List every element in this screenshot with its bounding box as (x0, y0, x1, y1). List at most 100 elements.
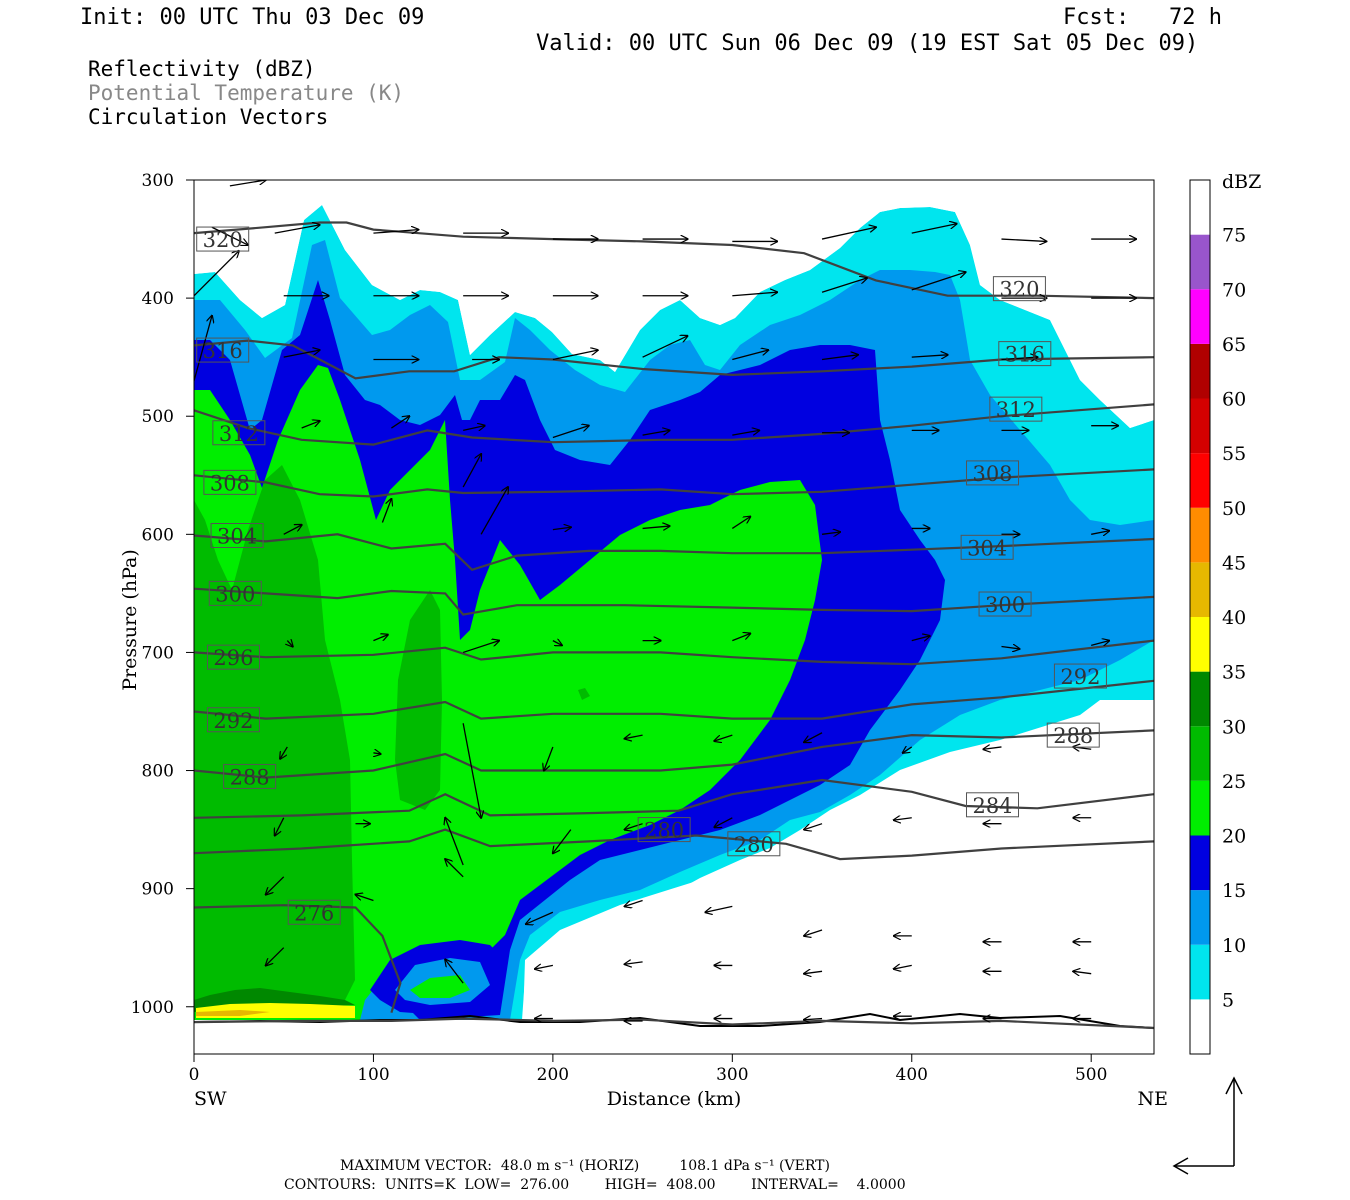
colorbar-segment (1190, 562, 1210, 617)
circulation-vector (911, 355, 948, 357)
colorbar-level: 25 (1222, 771, 1246, 793)
colorbar-unit: dBZ (1222, 171, 1261, 193)
theta-contour-labels: 320 320 316 316 312 312 308 308 304 304 300 300 296 2… (196, 226, 1107, 925)
dbz-colorbar: 5 10 15 20 25 30 35 40 45 50 55 60 65 70 75 (1189, 179, 1246, 1055)
reference-vector-arrows (1172, 1076, 1243, 1175)
circulation-vector (194, 316, 212, 381)
circulation-vector (911, 224, 957, 234)
circulation-vector (625, 899, 643, 906)
theta-label-box (1046, 722, 1100, 748)
circulation-vector (894, 965, 912, 969)
colorbar-level: 35 (1222, 662, 1246, 684)
colorbar-level: 60 (1222, 389, 1246, 411)
circulation-vector (552, 350, 598, 361)
y-axis: 300 400 500 600 700 800 900 1000 (131, 171, 194, 1018)
colorbar-segment (1190, 726, 1210, 781)
colorbar-level: 30 (1222, 716, 1246, 738)
circulation-vector (625, 735, 643, 739)
colorbar-level: 55 (1222, 443, 1246, 465)
refl-40-region (196, 1010, 270, 1016)
y-tick-label: 800 (142, 762, 174, 782)
colorbar-segment (1190, 944, 1210, 1000)
contour-info: CONTOURS: UNITS=K LOW= 276.00 HIGH= 408.… (284, 1177, 906, 1193)
circulation-vector (804, 732, 823, 742)
theta-label-box (998, 341, 1052, 367)
theta-contour-296 (194, 639, 1154, 666)
circulation-vector (625, 823, 643, 830)
circulation-vector (391, 416, 409, 429)
circulation-vector (373, 635, 387, 642)
circulation-vector (625, 962, 643, 964)
circulation-vector (804, 823, 823, 830)
theta-label: 308 (972, 462, 1012, 486)
circulation-vector (714, 734, 733, 741)
x-tick-label: 500 (1075, 1065, 1107, 1085)
theta-label: 312 (219, 422, 259, 446)
circulation-vector (705, 905, 733, 912)
theta-label: 316 (1005, 343, 1045, 367)
theta-label-box (966, 460, 1020, 486)
circulation-vector (266, 947, 285, 966)
theta-label-box (966, 792, 1020, 818)
theta-label-box (727, 831, 781, 857)
circulation-vector (266, 876, 285, 895)
init-time: Init: 00 UTC Thu 03 Dec 09 (80, 5, 425, 30)
theta-contour-308 (194, 468, 1154, 498)
theta-label: 312 (996, 398, 1036, 422)
theta-label-box (203, 469, 257, 495)
circulation-vector (1073, 971, 1092, 973)
theta-label-box (960, 534, 1014, 560)
circulation-vector (1091, 531, 1109, 535)
x-axis-label: Distance (km) (607, 1088, 742, 1110)
circulation-vector (544, 746, 554, 771)
theta-label-box (212, 420, 266, 446)
max-vector-info: MAXIMUM VECTOR: 48.0 m s⁻¹ (HORIZ) 108.1… (340, 1158, 830, 1174)
x-tick-label: 200 (537, 1065, 569, 1085)
circulation-vector (552, 641, 562, 646)
theta-label: 316 (203, 339, 243, 363)
circulation-vector (894, 818, 912, 820)
y-tick-label: 600 (142, 525, 174, 545)
circulation-vector (381, 499, 391, 523)
colorbar-level: 70 (1222, 279, 1246, 301)
circulation-vector (211, 226, 248, 245)
circulation-vector (462, 723, 481, 817)
theta-label: 288 (230, 765, 270, 789)
colorbar-segment (1190, 289, 1210, 344)
colorbar-level: 40 (1222, 607, 1246, 629)
x-tick-label: 300 (716, 1065, 748, 1085)
colorbar-segment (1190, 234, 1210, 290)
circulation-vector (280, 746, 288, 759)
circulation-vector (445, 859, 464, 878)
circulation-vector (283, 525, 302, 535)
field-reflectivity: Reflectivity (dBZ) (88, 57, 316, 81)
colorbar-segment (1190, 671, 1210, 727)
theta-label-box (978, 591, 1032, 617)
circulation-vector (821, 355, 858, 361)
x-tick-label: 100 (357, 1065, 389, 1085)
colorbar-level: 5 (1222, 989, 1234, 1011)
refl-25-region-c (578, 688, 590, 700)
forecast-hour: Fcst: 72 h (1063, 5, 1222, 30)
circulation-vector (732, 634, 750, 642)
circulation-vector (445, 818, 464, 866)
circulation-vector (911, 636, 930, 641)
plot-frame (193, 179, 1155, 1055)
theta-label-box (1053, 663, 1107, 689)
circulation-vector (287, 641, 292, 647)
y-tick-label: 300 (142, 171, 174, 191)
circulation-vector (463, 426, 485, 431)
circulation-vector (903, 747, 913, 753)
theta-label-box (223, 763, 277, 789)
theta-label: 320 (999, 278, 1039, 302)
colorbar-level: 10 (1222, 935, 1246, 957)
circulation-vector (732, 350, 768, 361)
circulation-vector (804, 929, 823, 936)
ne-label: NE (1138, 1088, 1169, 1110)
circulation-vector (553, 829, 572, 854)
y-tick-label: 1000 (131, 998, 174, 1018)
circulation-vector (732, 292, 777, 296)
circulation-vector (821, 532, 840, 534)
circulation-vector (480, 487, 508, 535)
colorbar-level: 65 (1222, 334, 1246, 356)
